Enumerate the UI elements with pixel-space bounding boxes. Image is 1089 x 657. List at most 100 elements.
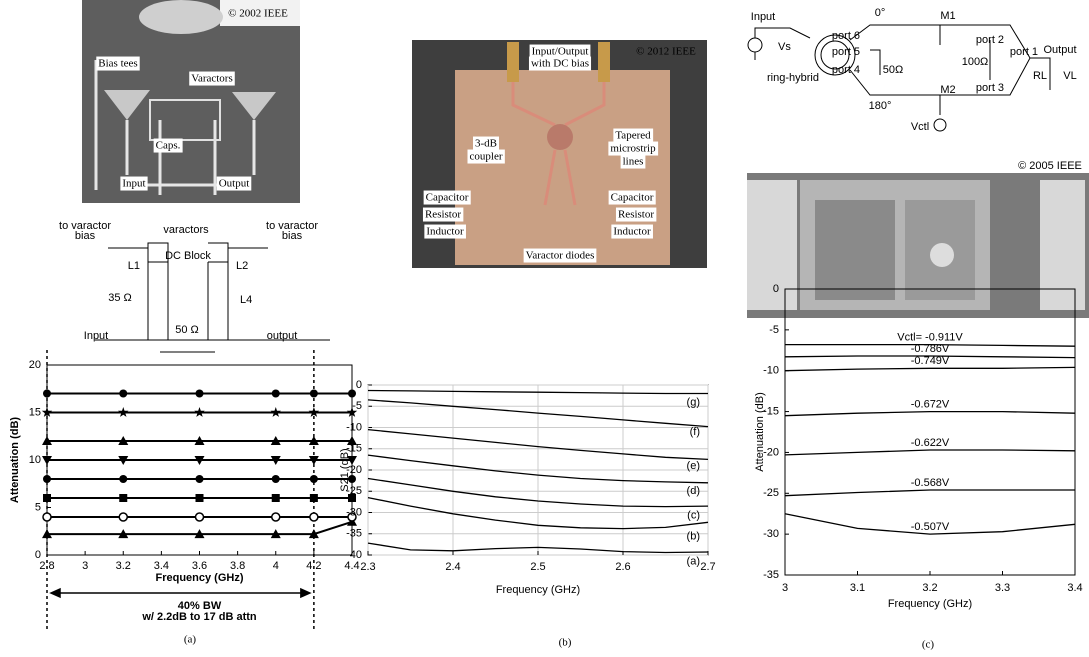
x-tick-label: 2.6: [615, 561, 630, 573]
photo-label: Input: [122, 178, 145, 190]
x-tick-label: 3.6: [192, 560, 207, 572]
y-tick-label: 5: [35, 501, 41, 513]
marker: [119, 390, 127, 398]
schematic-label: port 2: [976, 34, 1004, 46]
y-tick-label: -5: [769, 324, 779, 336]
caption: (c): [922, 639, 935, 651]
marker: [196, 475, 204, 483]
schematic-label: bias: [75, 230, 96, 242]
schematic-label: port 5: [832, 46, 860, 58]
photo-label: Inductor: [613, 226, 651, 238]
photo-label: Output: [219, 178, 250, 190]
x-tick-label: 2.4: [445, 561, 460, 573]
photo-label: lines: [623, 156, 644, 168]
photo-label: Caps.: [156, 140, 181, 152]
caption: (a): [184, 634, 197, 646]
schematic-label: DC Block: [165, 250, 211, 262]
x-axis-title: Frequency (GHz): [496, 584, 580, 596]
series-label: (d): [687, 485, 700, 497]
x-tick-label: 2.3: [360, 561, 375, 573]
schematic-label: varactors: [163, 224, 209, 236]
x-tick-label: 3.8: [230, 560, 245, 572]
marker: [272, 390, 280, 398]
schematic-label: Output: [1043, 44, 1076, 56]
schematic-label: 50 Ω: [175, 324, 199, 336]
schematic-label: L4: [240, 294, 252, 306]
photo-label: Resistor: [425, 209, 461, 221]
pad: [815, 200, 895, 300]
schematic-label: Vs: [778, 41, 791, 53]
schematic-label: VL: [1063, 70, 1076, 82]
photo-label: Tapered: [615, 130, 651, 142]
y-tick-label: -10: [763, 365, 779, 377]
schematic-label: © 2005 IEEE: [1018, 160, 1082, 172]
series-label: (a): [687, 555, 700, 567]
coupler: [547, 124, 573, 150]
marker: [310, 494, 318, 502]
y-tick-label: -40: [346, 549, 362, 561]
marker: [309, 407, 320, 417]
marker: [43, 390, 51, 398]
y-tick-label: -35: [346, 528, 362, 540]
x-tick-label: 3: [782, 582, 788, 594]
photo-label: microstrip: [610, 143, 656, 155]
marker: [271, 407, 282, 417]
y-tick-label: -25: [763, 487, 779, 499]
connector: [598, 42, 610, 82]
schematic-label: M2: [940, 84, 955, 96]
page: © 2002 IEEEBias teesVaractorsCaps.InputO…: [0, 0, 1089, 657]
y-axis-title: S21 (dB): [339, 448, 351, 491]
marker: [43, 494, 51, 502]
x-tick-label: 3.3: [995, 582, 1010, 594]
x-tick-label: 2.5: [530, 561, 545, 573]
x-tick-label: 4: [273, 560, 279, 572]
photo-c: [747, 173, 1089, 318]
y-tick-label: 20: [29, 359, 41, 371]
y-axis-title: Attenuation (dB): [9, 417, 21, 503]
photo-label: Capacitor: [426, 192, 469, 204]
series-label: -0.672V: [911, 398, 950, 410]
source: [748, 38, 762, 52]
schematic-label: RL: [1033, 70, 1047, 82]
series-label: -0.786V: [911, 343, 950, 355]
marker: [119, 494, 127, 502]
x-axis-title: Frequency (GHz): [888, 598, 972, 610]
marker: [310, 513, 318, 521]
photo-label: with DC bias: [531, 58, 589, 70]
series-label: (c): [687, 509, 700, 521]
schematic-label: L2: [236, 260, 248, 272]
photo-label: Resistor: [618, 209, 654, 221]
y-tick-label: -10: [346, 421, 362, 433]
series-line: [785, 412, 1075, 416]
series-label: -0.622V: [911, 437, 950, 449]
x-axis-title: Frequency (GHz): [155, 572, 243, 584]
marker: [310, 390, 318, 398]
schematic-label: Input: [751, 11, 775, 23]
marker: [43, 513, 51, 521]
series-label: (b): [687, 530, 700, 542]
marker: [43, 475, 51, 483]
marker: [118, 407, 129, 417]
x-tick-label: 2.7: [700, 561, 715, 573]
x-tick-label: 4.4: [344, 560, 359, 572]
y-tick-label: 0: [773, 283, 779, 295]
y-axis-title: Attenuation (dB): [754, 392, 766, 472]
schematic-label: 35 Ω: [108, 292, 132, 304]
photo-label: coupler: [470, 151, 503, 163]
marker: [119, 475, 127, 483]
marker: [196, 390, 204, 398]
schematic-label: 50Ω: [883, 64, 903, 76]
photo-label: 3-dB: [475, 138, 497, 150]
series-label: -0.568V: [911, 477, 950, 489]
y-tick-label: -5: [352, 400, 362, 412]
chart: -40-35-30-25-20-15-10-502.32.42.52.62.7F…: [339, 379, 716, 596]
schematic-label: Input: [84, 330, 108, 342]
x-tick-label: 3.4: [1067, 582, 1082, 594]
series-line: [785, 490, 1075, 496]
series-label: (f): [690, 426, 700, 438]
photo-label: © 2002 IEEE: [228, 8, 288, 20]
marker: [272, 475, 280, 483]
series-label: -0.507V: [911, 521, 950, 533]
